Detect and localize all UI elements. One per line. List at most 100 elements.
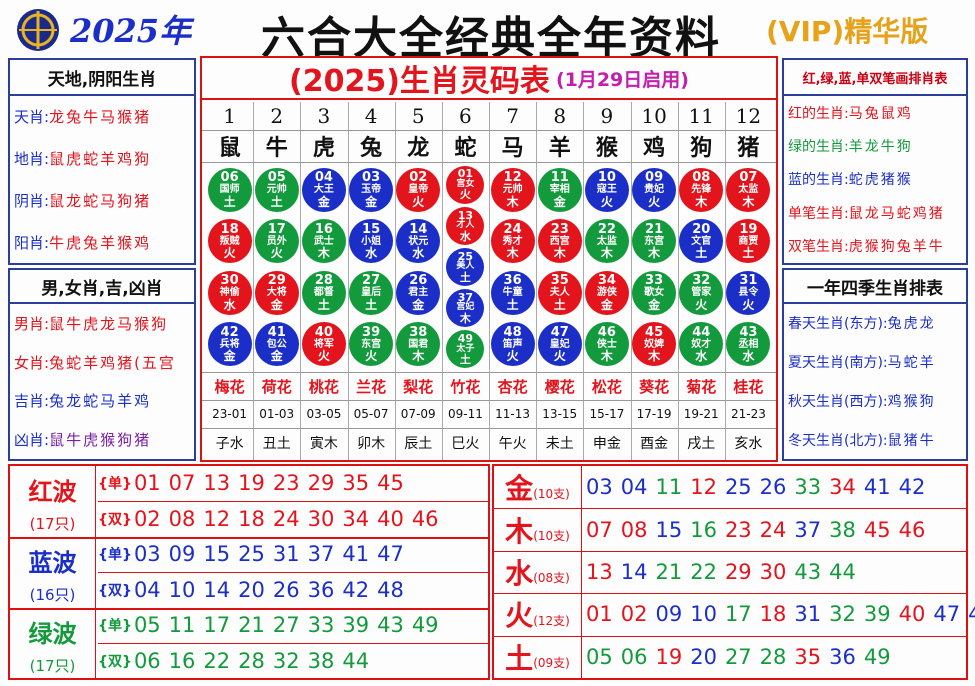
ball-element: 火 — [270, 246, 283, 261]
column-index: 10 — [641, 104, 667, 128]
zodiac: 兔 — [360, 136, 383, 161]
element-number: 03 — [586, 475, 613, 500]
number-ball: 36 牛童土 — [490, 270, 535, 315]
number-ball: 48 笛声火 — [490, 322, 535, 367]
ball-element: 金 — [270, 297, 283, 312]
zodiac: 狗 — [690, 136, 713, 161]
number-ball: 29 大将金 — [254, 270, 299, 315]
wave-name-cell: 蓝波 (16只) — [10, 537, 96, 608]
column-index: 4 — [364, 104, 378, 128]
ball-number: 26 — [409, 273, 428, 289]
ball-number: 43 — [739, 324, 758, 340]
hour-range: 05-07 — [353, 407, 389, 421]
row-value: 羊龙牛狗 — [848, 139, 913, 156]
ball-element: 木 — [506, 246, 519, 261]
panel-row: 双笔生肖: 虎猴狗兔羊牛 — [788, 230, 964, 263]
number-ball: 26 君主金 — [396, 270, 441, 315]
ball-name: 员外 — [266, 235, 287, 247]
panel-row: 女肖: 兔蛇羊鸡猪(五宫 — [14, 343, 192, 382]
ball-name: 东宫 — [361, 338, 382, 350]
hour-range: 03-05 — [306, 407, 342, 421]
ball-element: 火 — [223, 246, 236, 261]
number-ball: 23 西宫木 — [537, 219, 582, 264]
flower: 梅花 — [214, 377, 245, 396]
wave-number: 12 — [203, 507, 231, 532]
wave-number: 13 — [203, 471, 231, 496]
wave-number: 17 — [203, 613, 231, 638]
element-number: 30 — [759, 559, 787, 584]
element-number: 09 — [655, 602, 683, 627]
row-label: 夏天生肖(南方): — [788, 355, 888, 372]
ball-element: 木 — [317, 246, 330, 261]
panel-row: 单笔生肖: 鼠龙马蛇鸡猪 — [788, 196, 964, 229]
element-number: 05 — [586, 644, 613, 669]
wave-number: 39 — [342, 613, 370, 638]
ball-element: 水 — [223, 297, 236, 312]
ball-name: 贵妃 — [644, 184, 665, 196]
ball-element: 水 — [695, 349, 708, 364]
ball-number: 20 — [692, 221, 711, 237]
element-number: 43 — [794, 559, 822, 584]
number-ball: 45 奴婢木 — [632, 322, 677, 367]
hour-range: 11-13 — [495, 407, 531, 421]
ball-element: 火 — [459, 188, 471, 202]
ball-element: 土 — [459, 353, 471, 367]
element-name: 土 — [505, 641, 534, 675]
ball-name: 武士 — [313, 235, 334, 247]
ball-name: 国君 — [408, 338, 429, 350]
element-name: 火 — [505, 599, 534, 633]
ball-name: 寇王 — [596, 184, 617, 196]
number-ball: 15 小姐水 — [349, 219, 394, 264]
ball-name: 夫人 — [549, 287, 570, 299]
column-index: 1 — [223, 104, 236, 128]
ball-element: 土 — [223, 194, 236, 209]
ball-element: 木 — [742, 194, 755, 209]
element-numbers: 07 08 15 16 23 24 37 38 45 46 — [586, 508, 966, 550]
element-divider — [494, 550, 966, 552]
ball-number: 08 — [692, 170, 711, 186]
ball-element: 金 — [270, 349, 283, 364]
wave-number: 41 — [342, 542, 370, 567]
zodiac: 虎 — [312, 136, 335, 161]
number-ball: 05 元帅土 — [254, 167, 299, 212]
number-ball: 43 丞相水 — [726, 322, 771, 367]
ball-number: 41 — [267, 324, 286, 340]
element-number: 48 — [968, 602, 975, 627]
ball-name: 文官 — [691, 235, 712, 247]
ball-element: 金 — [600, 297, 613, 312]
element-name-cell: 火 (12支) — [494, 593, 582, 636]
row-label: 绿的生肖: — [788, 139, 849, 156]
number-ball: 16 武士木 — [301, 219, 346, 264]
row-label: 凶肖: — [14, 431, 50, 450]
wave-number: 15 — [203, 542, 231, 567]
row-value: 鼠龙马蛇鸡猪 — [848, 205, 945, 222]
number-ball: 01 宫女火 — [446, 165, 485, 204]
flower: 桃花 — [308, 377, 339, 396]
element-number: 29 — [724, 559, 752, 584]
number-ball: 03 玉帝金 — [349, 167, 394, 212]
ball-number: 24 — [503, 221, 522, 237]
wave-parity: {单} — [98, 618, 132, 635]
flower: 荷花 — [261, 377, 292, 396]
ball-number: 46 — [597, 324, 616, 340]
ball-name: 小姐 — [361, 235, 382, 247]
wave-parity: {单} — [98, 476, 132, 493]
ball-element: 火 — [600, 194, 613, 209]
panel-row: 蓝的生肖: 蛇虎猪猴 — [788, 163, 964, 196]
ball-number: 09 — [645, 170, 664, 186]
wave-number: 06 — [133, 649, 161, 674]
ball-number: 23 — [550, 221, 569, 237]
number-ball: 20 文官土 — [679, 219, 724, 264]
element-number: 39 — [863, 602, 891, 627]
flower: 松花 — [591, 377, 622, 396]
element-number: 46 — [898, 517, 926, 542]
element-number: 44 — [829, 559, 856, 584]
row-value: 兔虎龙 — [887, 316, 936, 333]
element-number: 27 — [724, 644, 752, 669]
ball-name: 包公 — [266, 338, 287, 350]
number-ball: 04 大王金 — [301, 167, 346, 212]
wave-count: (16只) — [29, 586, 76, 604]
element-name-cell: 金 (10支) — [494, 466, 582, 509]
ball-name: 君主 — [408, 287, 429, 299]
